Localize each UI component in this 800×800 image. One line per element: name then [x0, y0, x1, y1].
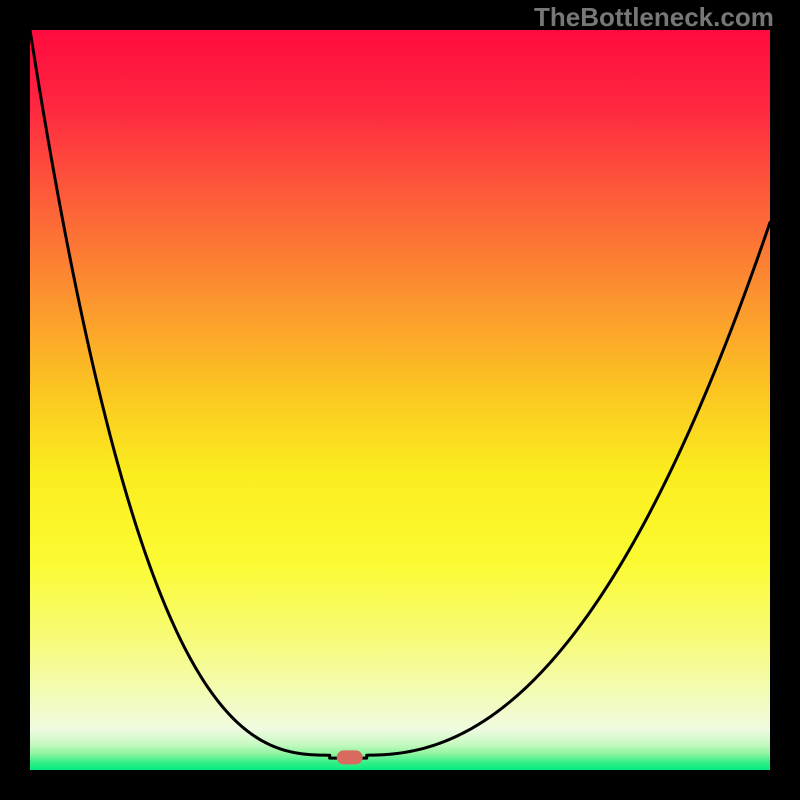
plot-area [30, 30, 770, 770]
watermark-text: TheBottleneck.com [534, 2, 774, 33]
optimal-marker [337, 750, 363, 764]
chart-svg [30, 30, 770, 770]
gradient-background [30, 30, 770, 770]
